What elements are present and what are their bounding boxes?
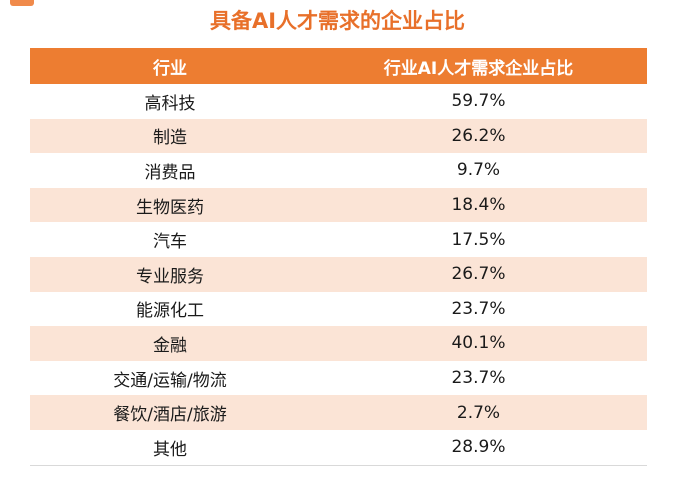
industry-cell: 金融 — [153, 335, 187, 356]
table-row: 汽车 17.5% — [30, 222, 647, 257]
table-row: 生物医药 18.4% — [30, 187, 647, 223]
table-row: 能源化工 23.7% — [30, 291, 647, 327]
data-table: 行业 行业AI人才需求企业占比 高科技 59.7% 制造 26.2% 消费品 9.7% 生物… — [30, 48, 647, 466]
industry-cell: 高科技 — [144, 93, 196, 114]
share-cell: 26.2% — [451, 125, 506, 146]
industry-cell: 专业服务 — [136, 266, 204, 287]
industry-cell: 其他 — [153, 439, 187, 460]
table-row: 交通/运输/物流 23.7% — [30, 360, 647, 396]
logo-mark — [10, 0, 34, 6]
share-cell: 23.7% — [451, 368, 506, 389]
table-header: 行业 行业AI人才需求企业占比 — [30, 48, 647, 84]
header-share: 行业AI人才需求企业占比 — [383, 58, 574, 79]
share-cell: 59.7% — [451, 91, 506, 112]
share-cell: 9.7% — [456, 160, 501, 181]
industry-cell: 制造 — [153, 128, 187, 149]
share-cell: 18.4% — [451, 195, 506, 216]
share-cell: 26.7% — [451, 264, 506, 285]
share-cell: 2.7% — [456, 402, 501, 423]
header-industry: 行业 — [153, 58, 187, 79]
share-cell: 40.1% — [451, 333, 506, 354]
industry-cell: 交通/运输/物流 — [113, 370, 227, 391]
industry-cell: 生物医药 — [136, 197, 204, 218]
industry-cell: 餐饮/酒店/旅游 — [113, 405, 227, 426]
industry-cell: 消费品 — [144, 162, 196, 183]
table-row: 餐饮/酒店/旅游 2.7% — [30, 395, 647, 430]
industry-cell: 能源化工 — [136, 301, 204, 322]
table-row: 制造 26.2% — [30, 118, 647, 154]
table-bottom-border — [30, 464, 647, 466]
share-cell: 28.9% — [451, 437, 506, 458]
chart-title: 具备AI人才需求的企业占比 — [209, 9, 466, 33]
industry-cell: 汽车 — [153, 232, 187, 253]
table-row: 消费品 9.7% — [30, 153, 647, 188]
table-row: 其他 28.9% — [30, 429, 647, 465]
table-row: 高科技 59.7% — [30, 84, 647, 119]
table-row: 金融 40.1% — [30, 326, 647, 361]
table-row: 专业服务 26.7% — [30, 256, 647, 292]
share-cell: 23.7% — [451, 298, 506, 319]
table-body: 高科技 59.7% 制造 26.2% 消费品 9.7% 生物医药 18.4% 汽车 17.5% 专业… — [30, 84, 647, 465]
share-cell: 17.5% — [451, 229, 506, 250]
